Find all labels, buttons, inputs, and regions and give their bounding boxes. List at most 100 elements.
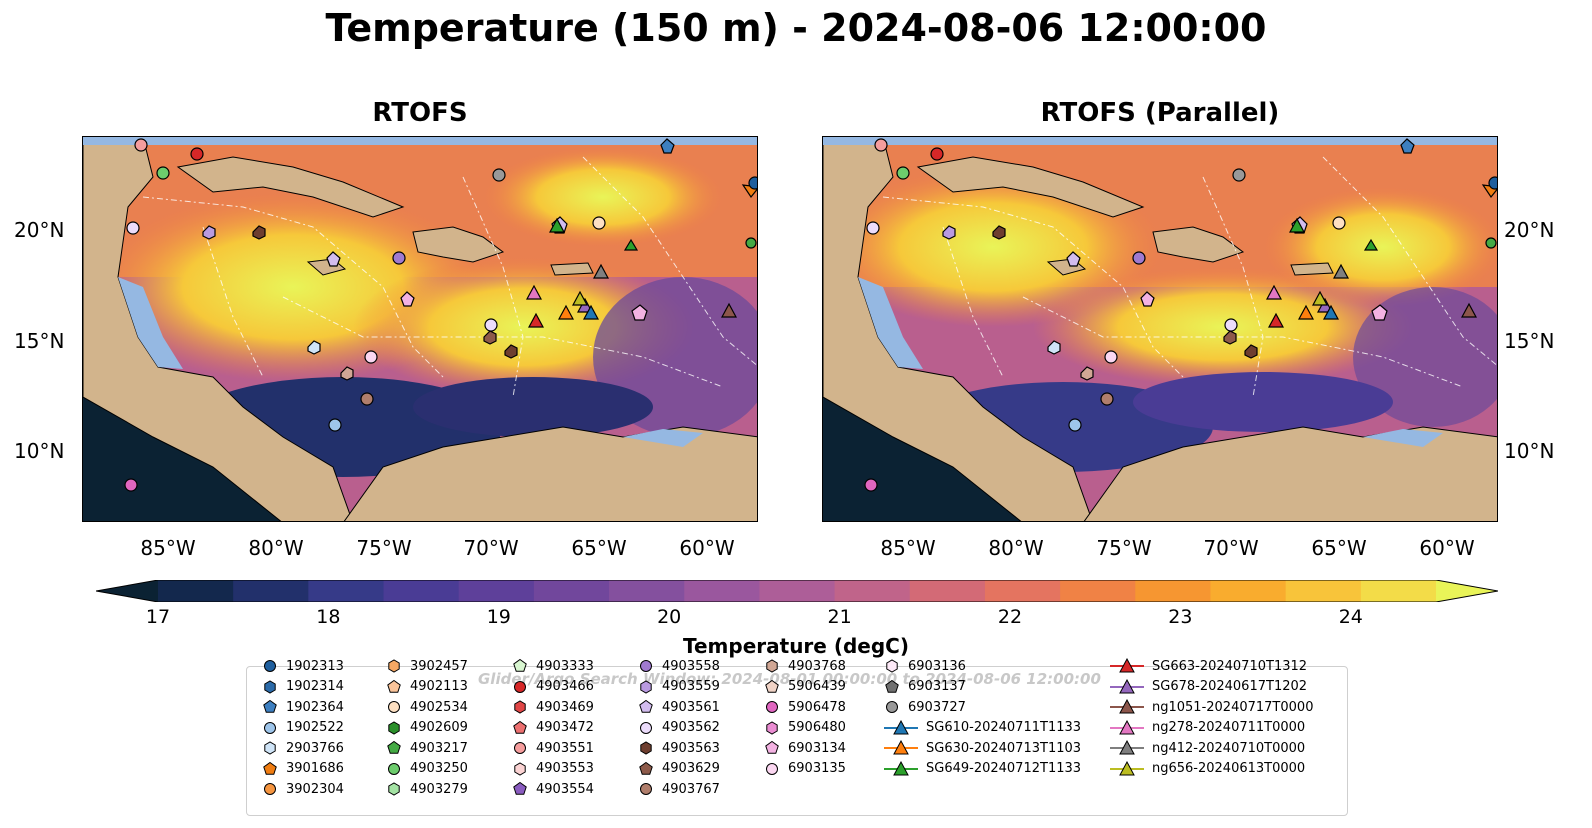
lon-label-85-left: 85°W [140,536,196,560]
hexagon-marker-icon [640,741,652,755]
lon-label-65-right: 65°W [1311,536,1367,560]
legend-entry-label: 4903558 [662,658,720,674]
map-rtofs-parallel-svg [823,137,1497,521]
lon-label-85-right: 85°W [880,536,936,560]
colorbar-tick-label: 21 [827,606,852,628]
hexagon-marker-icon [640,679,652,694]
pentagon-marker-icon [639,699,653,713]
lat-label-15-left: 15°N [14,329,65,353]
legend-entry: 3902457 [386,658,468,674]
legend-entry: SG649-20240712T1133 [884,760,1081,777]
hexagon-marker-icon [388,782,400,796]
colorbar-label: Temperature (degC) [683,634,909,658]
legend-entry-label: 4903559 [662,679,720,694]
pentagon-marker-icon [639,761,653,775]
lon-label-60-left: 60°W [679,536,735,560]
triangle-marker-icon [1110,760,1144,775]
legend-entry: 4903559 [638,679,720,695]
legend-entry: 4903561 [638,699,720,715]
colorbar-tick-label: 18 [316,606,341,628]
legend-entry-label: 3902457 [410,658,468,674]
legend-entry: 6903135 [764,761,846,777]
colorbar-tick-label: 17 [145,606,171,628]
lon-label-70-left: 70°W [463,536,519,560]
legend-entry-label: SG610-20240711T1133 [926,720,1082,735]
colorbar-tick-label: 22 [997,606,1023,628]
legend-entry-label: SG630-20240713T1103 [926,740,1082,756]
legend-entry: 4903466 [512,679,594,695]
legend-entry-label: 4903553 [536,761,594,776]
legend-entry-label: 4903554 [536,781,594,797]
legend-entry: 4903562 [638,720,720,736]
circle-marker-icon [640,660,652,672]
colorbar-segment [984,580,1061,602]
legend-entry-label: 4903250 [410,761,468,776]
lon-label-65-left: 65°W [571,536,627,560]
legend-entry-label: 4903333 [536,658,594,674]
legend-entry-label: 6903135 [788,761,846,776]
legend-entry-label: 4903217 [410,740,468,756]
legend-entry-label: 4903561 [662,699,720,715]
legend-entry: 5906439 [764,679,846,695]
legend-entry: SG663-20240710T1312 [1110,658,1307,674]
colorbar-segment [458,580,535,602]
colorbar-svg [95,579,1499,603]
triangle-marker-icon [1110,658,1144,673]
legend-entry-label: 4903279 [410,781,468,797]
pentagon-marker-icon [513,720,527,734]
legend-entry-label: 1902522 [286,720,344,735]
legend-entry: 4903554 [512,781,594,797]
colorbar-extend-low [96,580,158,602]
pentagon-marker-icon [387,740,401,754]
legend-entry: SG610-20240711T1133 [884,719,1082,736]
pentagon-marker-icon [765,679,779,693]
colorbar-segment [1060,580,1136,602]
lon-label-75-right: 75°W [1096,536,1152,560]
legend-entry: 4902609 [386,720,468,736]
circle-marker-icon [640,721,652,734]
legend-entry-label: ng412-20240710T0000 [1152,740,1306,756]
colorbar-segment [158,580,234,602]
panel-title-left: RTOFS [372,98,468,128]
triangle-marker-icon [884,719,918,734]
legend-entry: 4902113 [386,679,468,695]
circle-marker-icon [640,783,652,795]
lon-label-60-right: 60°W [1419,536,1475,560]
hexagon-marker-icon [766,659,778,673]
legend-entry: ng656-20240613T0000 [1110,760,1306,777]
legend-entry: ng278-20240711T0000 [1110,719,1305,736]
legend-entry: 1902364 [262,699,344,715]
legend-entry: 4902534 [386,699,468,715]
lat-label-20-left: 20°N [14,218,65,242]
circle-marker-icon [766,701,778,713]
pentagon-marker-icon [263,699,277,713]
legend-entry: 6903727 [884,699,966,715]
legend-entry: 6903136 [884,658,966,674]
colorbar [95,579,1499,603]
legend-entry: SG678-20240617T1202 [1110,678,1307,695]
legend-entry: 4903563 [638,740,720,756]
hexagon-marker-icon [388,720,400,735]
legend-entry-label: 4903768 [788,658,846,674]
colorbar-segment [834,580,911,602]
legend-entry-label: ng1051-20240717T0000 [1152,699,1314,715]
circle-marker-icon [766,762,778,775]
legend-entry-label: 1902364 [286,699,344,715]
legend-entry-label: 4903562 [662,720,720,735]
legend-entry-label: ng656-20240613T0000 [1152,761,1306,776]
legend-entry: 4903551 [512,740,594,756]
hexagon-marker-icon [514,700,526,714]
legend-entry: 3901686 [262,761,344,777]
legend-box [246,666,1348,816]
circle-marker-icon [264,783,276,795]
colorbar-tick-label: 19 [486,606,511,628]
legend-entry-label: 6903134 [788,740,846,756]
lon-label-80-left: 80°W [248,536,304,560]
colorbar-extend-high [1436,580,1498,602]
lat-label-20-right: 20°N [1504,218,1555,242]
legend-entry: 3902304 [262,781,344,797]
legend-entry: 4903472 [512,720,594,736]
legend-watermark: Glider/Argo Search Window: 2024-08-01 00… [478,670,1101,688]
legend-entry: 4903553 [512,761,594,777]
circle-marker-icon [886,701,898,713]
